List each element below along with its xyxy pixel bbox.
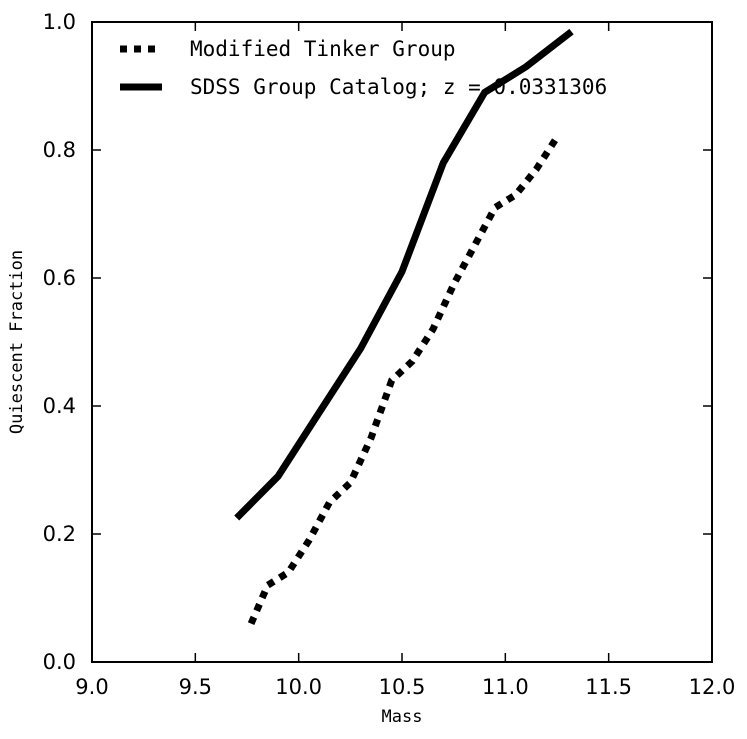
x-tick-label-4: 11.0 [482,675,529,699]
x-tick-label-6: 12.0 [689,675,736,699]
x-tick-label-1: 9.5 [179,675,212,699]
series-line-1 [234,28,574,521]
plot-layer [234,28,574,625]
plot-frame [91,21,713,663]
y-tick-label-2: 0.4 [43,394,76,418]
y-tick-label-3: 0.6 [43,266,76,290]
x-axis-title: Mass [382,707,423,727]
x-tick-label-5: 11.5 [585,675,632,699]
legend-label-modified-tinker: Modified Tinker Group [190,37,456,61]
series-line-0 [247,135,560,625]
legend: Modified Tinker Group SDSS Group Catalog… [120,37,607,99]
y-tick-label-0: 0.0 [43,650,76,674]
legend-label-sdss-group-catalog: SDSS Group Catalog; z = 0.0331306 [190,75,607,99]
y-axis-title: Quiescent Fraction [7,250,27,434]
y-tick-label-5: 1.0 [43,10,76,34]
ticks-layer: 9.0 9.5 10.0 10.5 11.0 11.5 12.0 0.0 0.2 0.4 0.6 0.… [43,10,736,699]
x-tick-label-2: 10.0 [275,675,322,699]
y-tick-label-4: 0.8 [43,138,76,162]
x-tick-label-0: 9.0 [75,675,108,699]
x-tick-label-3: 10.5 [379,675,426,699]
y-tick-label-1: 0.2 [43,522,76,546]
